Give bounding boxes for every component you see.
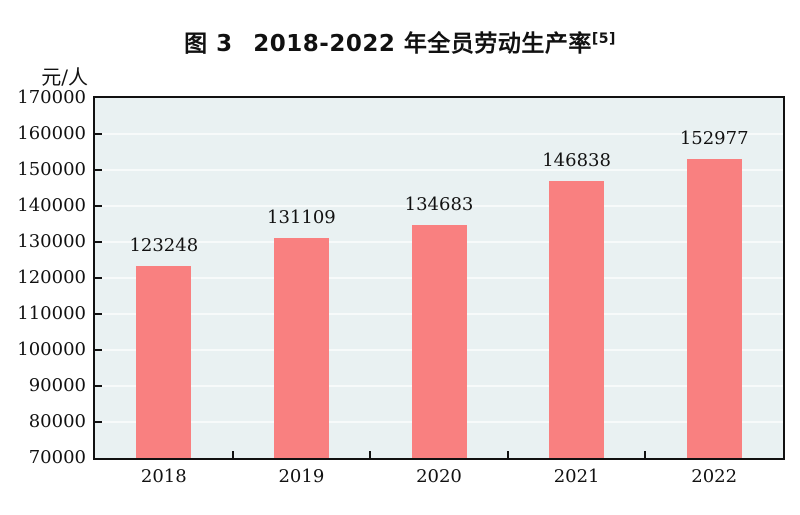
y-axis-tick xyxy=(95,205,102,207)
y-axis-tick-label: 110000 xyxy=(17,303,86,324)
bar-value-label: 131109 xyxy=(267,207,336,228)
y-axis-tick xyxy=(95,133,102,135)
chart-title-superscript: [5] xyxy=(591,31,616,47)
x-axis-tick xyxy=(644,451,647,458)
x-axis-tick-label: 2018 xyxy=(140,466,187,487)
bar-2020 xyxy=(411,225,467,458)
y-axis-tick xyxy=(95,385,102,387)
y-axis-tick-label: 160000 xyxy=(17,123,86,144)
y-axis-tick-label: 140000 xyxy=(17,195,86,216)
y-axis-tick-label: 130000 xyxy=(17,231,86,252)
y-axis-tick xyxy=(95,169,102,171)
bar-value-label: 134683 xyxy=(404,194,474,216)
bar-2018 xyxy=(136,266,192,458)
bar-value-label: 123248 xyxy=(129,235,199,257)
x-axis-tick-label: 2020 xyxy=(416,466,462,487)
chart-title-prefix: 图 3 xyxy=(184,31,233,57)
bar-2021 xyxy=(549,181,605,458)
bar-2019 xyxy=(273,238,329,458)
y-axis-tick-label: 70000 xyxy=(28,447,86,468)
y-axis-unit-label: 元/人 xyxy=(41,65,88,89)
x-axis-tick xyxy=(369,451,372,458)
gridline xyxy=(95,205,783,207)
plot-area xyxy=(93,96,785,460)
chart-title-text: 2018-2022 年全员劳动生产率 xyxy=(253,31,592,57)
chart-title: 图 3 2018-2022 年全员劳动生产率[5] xyxy=(0,24,800,58)
x-axis-tick xyxy=(506,451,509,458)
y-axis-tick xyxy=(95,313,102,315)
x-axis-tick-label: 2022 xyxy=(691,466,738,487)
y-axis-tick-label: 90000 xyxy=(28,375,86,396)
y-axis-tick-label: 80000 xyxy=(28,411,86,432)
gridline xyxy=(95,133,783,135)
x-axis-tick xyxy=(231,451,234,458)
y-axis-tick-label: 170000 xyxy=(17,87,86,108)
x-axis-tick-label: 2019 xyxy=(278,466,325,487)
x-axis-tick-label: 2021 xyxy=(553,466,600,487)
bar-value-label: 146838 xyxy=(542,150,611,172)
y-axis-tick-label: 120000 xyxy=(17,267,86,288)
y-axis-tick xyxy=(95,349,102,351)
y-axis-tick-label: 100000 xyxy=(17,339,86,360)
y-axis-tick xyxy=(95,277,102,279)
y-axis-tick xyxy=(95,421,102,423)
bar-2022 xyxy=(686,159,742,458)
y-axis-tick xyxy=(95,241,102,243)
gridline xyxy=(95,169,783,171)
y-axis-tick-label: 150000 xyxy=(17,159,86,180)
bar-value-label: 152977 xyxy=(679,128,749,150)
